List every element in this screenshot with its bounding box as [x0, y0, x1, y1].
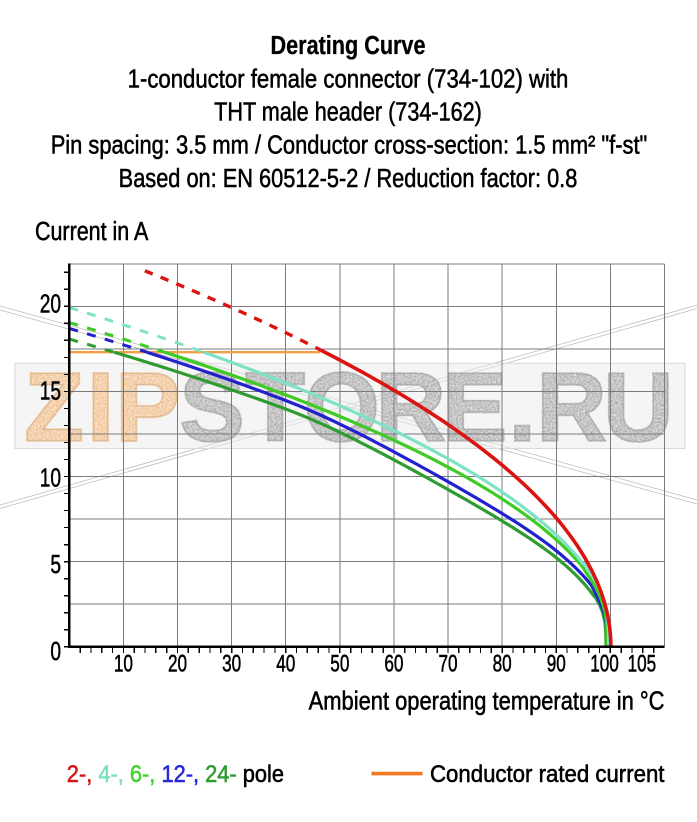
- svg-text:70: 70: [439, 650, 458, 677]
- svg-text:1-conductor female connector (: 1-conductor female connector (734-102) w…: [128, 65, 569, 94]
- svg-text:Derating Curve: Derating Curve: [271, 31, 426, 60]
- svg-text:20: 20: [40, 289, 61, 319]
- svg-text:40: 40: [276, 650, 295, 677]
- svg-text:THT male header (734-162): THT male header (734-162): [214, 97, 482, 126]
- svg-text:105: 105: [628, 650, 657, 677]
- svg-text:ZIPSTORE.RU: ZIPSTORE.RU: [24, 353, 673, 462]
- svg-text:50: 50: [330, 650, 349, 677]
- svg-text:Ambient operating temperature: Ambient operating temperature in °C: [309, 687, 665, 716]
- svg-text:Based on: EN 60512-5-2 / Reduc: Based on: EN 60512-5-2 / Reduction facto…: [119, 164, 578, 193]
- svg-text:2-, 4-, 6-, 12-, 24- pole: 2-, 4-, 6-, 12-, 24- pole: [67, 760, 284, 787]
- svg-text:Current in A: Current in A: [35, 217, 148, 246]
- svg-text:60: 60: [384, 650, 403, 677]
- svg-text:ZIPSTORE.RU: ZIPSTORE.RU: [24, 353, 673, 462]
- svg-text:10: 10: [40, 462, 61, 492]
- svg-text:Pin spacing: 3.5 mm / Conducto: Pin spacing: 3.5 mm / Conductor cross-se…: [51, 131, 648, 160]
- svg-text:20: 20: [168, 650, 187, 677]
- svg-text:90: 90: [547, 650, 566, 677]
- svg-text:100: 100: [590, 650, 619, 677]
- svg-text:5: 5: [50, 549, 61, 579]
- svg-text:Conductor rated current: Conductor rated current: [430, 760, 665, 787]
- svg-text:80: 80: [493, 650, 512, 677]
- svg-text:0: 0: [50, 636, 61, 666]
- svg-text:15: 15: [40, 376, 61, 406]
- svg-text:10: 10: [114, 650, 133, 677]
- svg-text:30: 30: [222, 650, 241, 677]
